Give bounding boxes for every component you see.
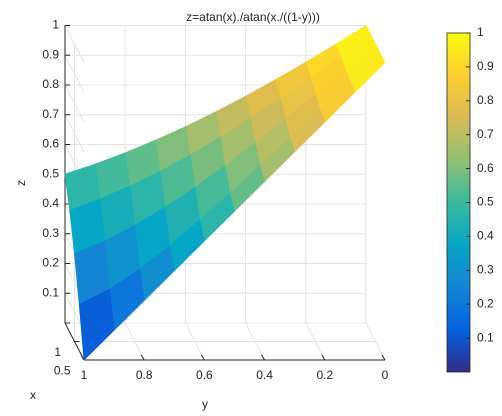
chart-title: z=atan(x)./atan(x./((1-y))) — [186, 10, 320, 24]
colorbar-tick-label: 0.4 — [477, 229, 494, 243]
z-tick-label: 1 — [52, 18, 59, 32]
colorbar-tick-label: 0.8 — [477, 93, 494, 107]
z-tick-label: 0.7 — [42, 107, 59, 121]
y-tick — [381, 354, 386, 361]
z-tick-label: 0.4 — [42, 196, 59, 210]
y-axis-label: y — [202, 397, 208, 411]
colorbar-tick-label: 1 — [477, 25, 484, 39]
y-tick — [200, 354, 205, 361]
colorbar-tick-label: 0.1 — [477, 330, 494, 344]
z-axis-label: z — [14, 180, 28, 186]
colorbar-tick-label: 0.6 — [477, 161, 494, 175]
z-tick-label: 0.6 — [42, 137, 59, 151]
y-tick-label: 0 — [382, 368, 389, 382]
z-tick-label: 0.2 — [42, 256, 59, 270]
y-tick-label: 0.4 — [256, 368, 273, 382]
x-tick-label: 0.5 — [54, 364, 71, 378]
y-tick-label: 0.6 — [196, 368, 213, 382]
colorbar-tick-label: 0.7 — [477, 127, 494, 141]
colorbar-tick-label: 0.9 — [477, 59, 494, 73]
z-tick-label: 0.1 — [42, 285, 59, 299]
y-tick-label: 0.8 — [136, 368, 153, 382]
z-tick-label: 0.8 — [42, 77, 59, 91]
z-tick-label: 0.3 — [42, 226, 59, 240]
y-tick — [261, 354, 266, 361]
colorbar-tick-label: 0.3 — [477, 262, 494, 276]
y-tick — [80, 354, 85, 361]
y-tick-label: 1 — [81, 368, 88, 382]
surface-patch — [78, 289, 115, 361]
z-tick-label: 0.9 — [42, 47, 59, 61]
colorbar-tick-label: 0.2 — [477, 296, 494, 310]
z-tick-label: 0.5 — [42, 166, 59, 180]
x-axis-label: x — [30, 388, 36, 402]
y-tick — [140, 354, 145, 361]
y-tick-label: 0.2 — [316, 368, 333, 382]
y-tick — [321, 354, 326, 361]
x-tick-label: 1 — [54, 345, 61, 359]
colorbar-tick-label: 0.5 — [477, 195, 494, 209]
